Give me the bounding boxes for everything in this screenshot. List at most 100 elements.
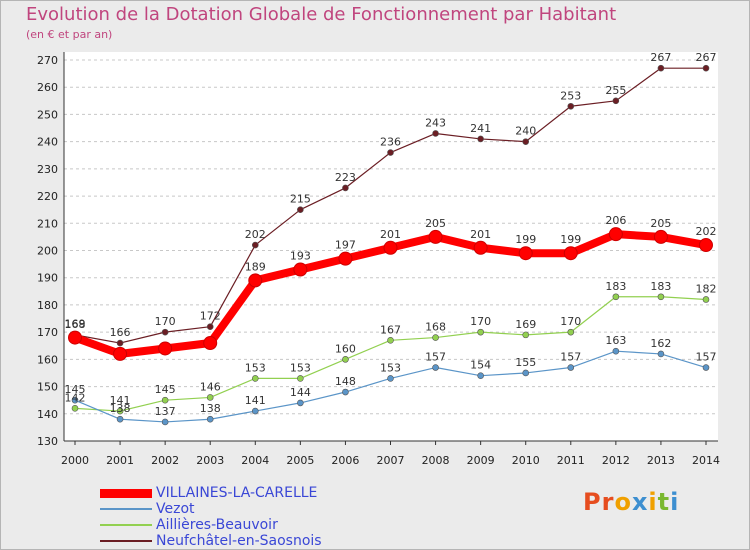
data-label: 170: [155, 315, 176, 328]
data-label: 157: [560, 351, 581, 364]
data-point: [657, 64, 665, 72]
data-label: 201: [380, 228, 401, 241]
data-point: [518, 246, 533, 261]
axis-layer: 130 140 150 160 170 180 190 200 210 220 230 240 250 2…: [37, 52, 720, 467]
legend-swatch: [100, 508, 152, 510]
logo-letter: x: [631, 488, 649, 516]
data-label: 169: [65, 318, 86, 331]
data-label: 166: [110, 326, 131, 339]
data-label: 267: [650, 51, 671, 64]
data-point: [522, 331, 530, 339]
legend-swatch: [100, 540, 152, 542]
data-point: [71, 396, 79, 404]
data-point: [113, 346, 128, 361]
data-point: [293, 262, 308, 277]
data-point: [612, 347, 620, 355]
data-point: [657, 293, 665, 301]
data-point: [702, 64, 710, 72]
data-label: 137: [155, 405, 176, 418]
data-label: 182: [696, 282, 717, 295]
data-label: 199: [515, 233, 536, 246]
data-label: 183: [605, 280, 626, 293]
data-point: [522, 369, 530, 377]
data-point: [158, 341, 173, 356]
y-tick-label: 250: [37, 108, 58, 121]
data-label: 206: [605, 214, 626, 227]
logo-letter: r: [601, 488, 615, 516]
data-label: 170: [560, 315, 581, 328]
data-label: 145: [155, 383, 176, 396]
proxiti-logo: Proxiti: [583, 488, 679, 516]
data-point: [383, 240, 398, 255]
data-label: 157: [696, 351, 717, 364]
data-point: [612, 97, 620, 105]
y-tick-label: 220: [37, 190, 58, 203]
logo-letter: o: [614, 488, 632, 516]
data-label: 155: [515, 356, 536, 369]
data-label: 145: [65, 383, 86, 396]
y-tick-label: 130: [37, 435, 58, 448]
legend-label: Aillières-Beauvoir: [156, 517, 278, 533]
data-label: 199: [560, 233, 581, 246]
data-point: [477, 372, 484, 379]
data-point: [657, 350, 665, 358]
y-tick-label: 150: [37, 381, 58, 394]
data-point: [702, 296, 710, 303]
data-label: 169: [515, 318, 536, 331]
data-label: 215: [290, 193, 311, 206]
x-tick-label: 2008: [422, 454, 450, 467]
data-point: [297, 206, 304, 213]
x-tick-label: 2001: [106, 454, 134, 467]
data-point: [116, 407, 124, 415]
data-label: 162: [650, 337, 671, 350]
data-label: 243: [425, 116, 446, 129]
data-point: [699, 238, 713, 253]
data-point: [428, 229, 443, 244]
data-point: [116, 415, 124, 423]
data-label: 160: [335, 342, 356, 355]
logo-letter: t: [657, 488, 671, 516]
legend-swatch: [100, 488, 152, 498]
data-label: 138: [110, 402, 131, 415]
x-tick-label: 2009: [467, 454, 495, 467]
data-point: [563, 246, 578, 261]
data-point: [387, 149, 394, 156]
y-tick-label: 170: [37, 326, 58, 339]
data-label: 153: [245, 361, 266, 374]
data-label: 189: [245, 260, 266, 273]
y-tick-label: 270: [37, 54, 58, 67]
logo-letter: i: [670, 488, 680, 516]
data-point: [567, 364, 575, 371]
data-point: [338, 251, 353, 266]
data-label: 167: [380, 323, 401, 336]
data-label: 202: [245, 228, 266, 241]
data-label: 168: [425, 321, 446, 334]
data-point: [251, 407, 259, 415]
data-label: 201: [470, 228, 491, 241]
data-point: [567, 102, 575, 110]
y-tick-label: 190: [37, 272, 58, 285]
data-point: [251, 241, 259, 249]
data-point: [68, 330, 82, 345]
data-point: [612, 293, 620, 301]
data-point: [342, 388, 349, 396]
data-label: 197: [335, 239, 356, 252]
data-label: 240: [515, 125, 536, 138]
data-label: 141: [245, 394, 266, 407]
data-point: [251, 375, 259, 382]
data-point: [206, 323, 214, 331]
x-tick-label: 2006: [331, 454, 359, 467]
logo-letter: i: [648, 488, 658, 516]
data-label: 170: [470, 315, 491, 328]
data-point: [387, 375, 394, 382]
data-label: 253: [560, 89, 581, 102]
legend-label: Neufchâtel-en-Saosnois: [156, 533, 322, 549]
data-label: 267: [696, 51, 717, 64]
data-label: 255: [605, 84, 626, 97]
data-label: 154: [470, 359, 491, 372]
data-point: [203, 336, 218, 351]
data-label: 153: [380, 361, 401, 374]
y-tick-label: 140: [37, 408, 58, 421]
data-point: [71, 405, 79, 412]
y-tick-label: 210: [37, 217, 58, 230]
